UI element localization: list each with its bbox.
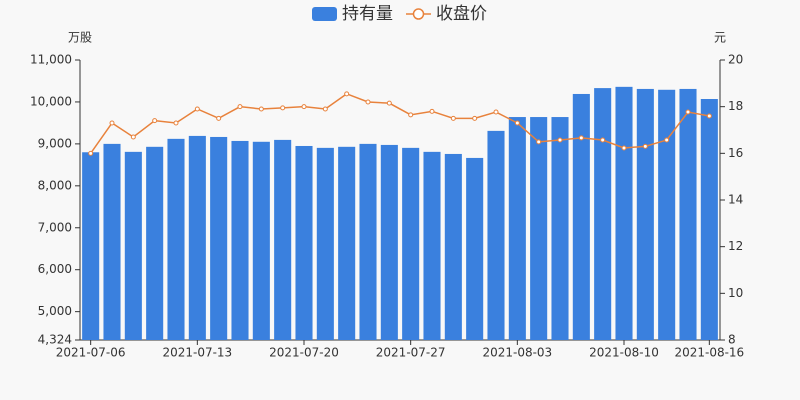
y-tick-label: 4,324	[38, 333, 72, 347]
bar	[295, 145, 313, 340]
point	[301, 104, 307, 110]
x-tick-label: 2021-08-16	[674, 346, 744, 360]
x-tick-label: 2021-07-13	[162, 346, 232, 360]
bar	[316, 147, 334, 340]
point	[429, 108, 435, 114]
x-tick-label: 2021-07-20	[269, 346, 339, 360]
bar	[188, 135, 206, 340]
point	[322, 106, 328, 112]
bar	[338, 146, 356, 340]
point	[130, 134, 136, 140]
y-tick-label: 7,000	[38, 220, 72, 234]
y2-axis-unit: 元	[714, 31, 726, 45]
point	[642, 143, 648, 149]
legend-swatch	[312, 7, 337, 21]
bar	[274, 139, 292, 340]
y2-tick-label: 8	[728, 333, 736, 347]
point	[493, 109, 499, 115]
point	[450, 115, 456, 121]
point	[685, 109, 691, 115]
x-tick-label: 2021-07-27	[376, 346, 446, 360]
point	[237, 104, 243, 110]
point	[280, 105, 286, 111]
bar	[103, 143, 121, 340]
point	[365, 99, 371, 105]
bar	[551, 117, 569, 340]
point	[258, 106, 264, 112]
bar	[167, 138, 185, 340]
legend-label: 收盘价	[436, 4, 487, 24]
bar	[679, 88, 697, 340]
point	[557, 137, 563, 143]
y2-tick-label: 20	[728, 53, 743, 67]
y-tick-label: 9,000	[38, 136, 72, 150]
point	[386, 100, 392, 106]
point	[536, 139, 542, 145]
x-tick-label: 2021-08-10	[589, 346, 659, 360]
bar	[359, 143, 377, 340]
x-tick-label: 2021-07-06	[56, 346, 126, 360]
y2-tick-label: 10	[728, 286, 743, 300]
bar	[530, 117, 548, 340]
bar	[210, 136, 228, 340]
y-tick-label: 6,000	[38, 262, 72, 276]
y-tick-label: 10,000	[30, 94, 72, 108]
point	[109, 120, 115, 126]
point	[216, 115, 222, 121]
bar	[594, 88, 612, 340]
point	[472, 115, 478, 121]
legend-label: 持有量	[342, 4, 393, 24]
y2-tick-label: 18	[728, 99, 743, 113]
point	[88, 150, 94, 156]
point	[194, 106, 200, 112]
y-tick-label: 5,000	[38, 304, 72, 318]
y-tick-label: 8,000	[38, 178, 72, 192]
point	[621, 145, 627, 151]
bar	[231, 140, 249, 340]
y-axis-unit: 万股	[68, 31, 92, 45]
bar	[423, 151, 441, 340]
bar	[572, 93, 590, 340]
bar	[146, 146, 164, 340]
y2-tick-label: 14	[728, 193, 743, 207]
bar	[252, 141, 270, 340]
bar	[380, 144, 398, 340]
point	[664, 137, 670, 143]
y-tick-label: 11,000	[30, 53, 72, 67]
bar	[402, 147, 420, 340]
point	[408, 112, 414, 118]
point	[600, 137, 606, 143]
y2-tick-label: 12	[728, 239, 743, 253]
point	[706, 113, 712, 119]
bar	[508, 117, 526, 340]
legend-swatch	[412, 8, 425, 20]
bar	[700, 99, 718, 340]
bar	[615, 86, 633, 340]
bar	[487, 130, 505, 340]
x-tick-label: 2021-08-03	[482, 346, 552, 360]
point	[578, 135, 584, 141]
bar	[636, 88, 654, 340]
bar	[444, 153, 462, 340]
point	[173, 120, 179, 126]
bar	[82, 152, 100, 340]
y2-tick-label: 16	[728, 146, 743, 160]
line	[90, 92, 710, 154]
bar	[124, 151, 142, 340]
bar	[658, 89, 676, 340]
point	[344, 91, 350, 97]
point	[152, 118, 158, 124]
point	[514, 120, 520, 126]
bar	[466, 157, 484, 340]
